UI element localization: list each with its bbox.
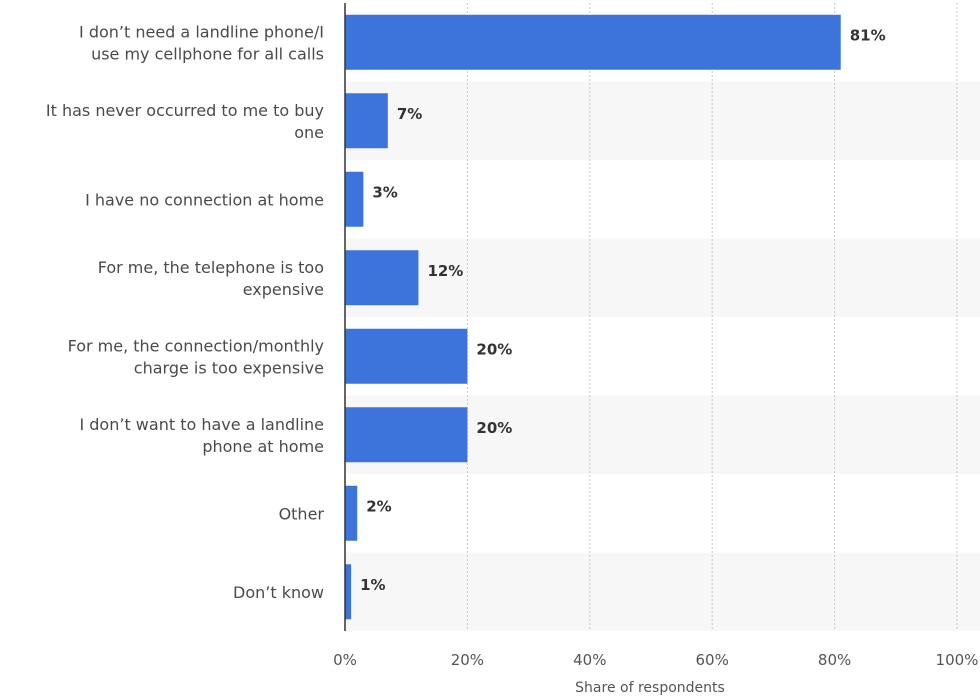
bars [345, 14, 841, 620]
x-tick-label: 40% [573, 651, 606, 669]
value-labels: 81% 7% 3% 12% 20% 20% 2% 1% [360, 26, 886, 594]
value-label: 7% [397, 105, 422, 123]
value-label: 3% [372, 183, 397, 201]
category-label: I have no connection at home [85, 190, 324, 209]
category-label: Other [279, 504, 325, 523]
gridlines [466, 3, 958, 631]
value-label: 81% [850, 26, 886, 44]
x-tick-label: 20% [451, 651, 484, 669]
x-tick-label: 80% [818, 651, 851, 669]
x-tick-label: 60% [696, 651, 729, 669]
bar [345, 171, 364, 227]
bar [345, 14, 841, 70]
bar [345, 407, 468, 463]
row-band [345, 552, 980, 631]
value-label: 20% [476, 340, 512, 358]
category-label: Don’t know [233, 583, 324, 602]
x-axis-title: Share of respondents [575, 680, 725, 696]
value-label: 12% [427, 262, 463, 280]
value-label: 20% [476, 419, 512, 437]
category-labels: I don’t need a landline phone/I use my ce… [46, 22, 325, 602]
category-label: It has never occurred to me to buy one [46, 101, 324, 142]
category-label: For me, the telephone is too expensive [98, 258, 324, 299]
bar [345, 485, 358, 541]
category-label: I don’t need a landline phone/I use my ce… [79, 22, 324, 63]
category-label: I don’t want to have a landline phone at … [79, 415, 324, 456]
x-tick-label: 0% [333, 651, 357, 669]
x-tick-labels: 0% 20% 40% 60% 80% 100% [333, 651, 978, 669]
bar [345, 564, 352, 620]
row-band [345, 81, 980, 160]
row-bands [345, 81, 980, 631]
row-band [345, 238, 980, 317]
value-label: 2% [366, 497, 391, 515]
x-tick-label: 100% [936, 651, 979, 669]
category-label: For me, the connection/monthly charge is … [68, 336, 324, 377]
bar [345, 328, 468, 384]
bar [345, 93, 388, 149]
value-label: 1% [360, 576, 385, 594]
bar [345, 250, 419, 306]
